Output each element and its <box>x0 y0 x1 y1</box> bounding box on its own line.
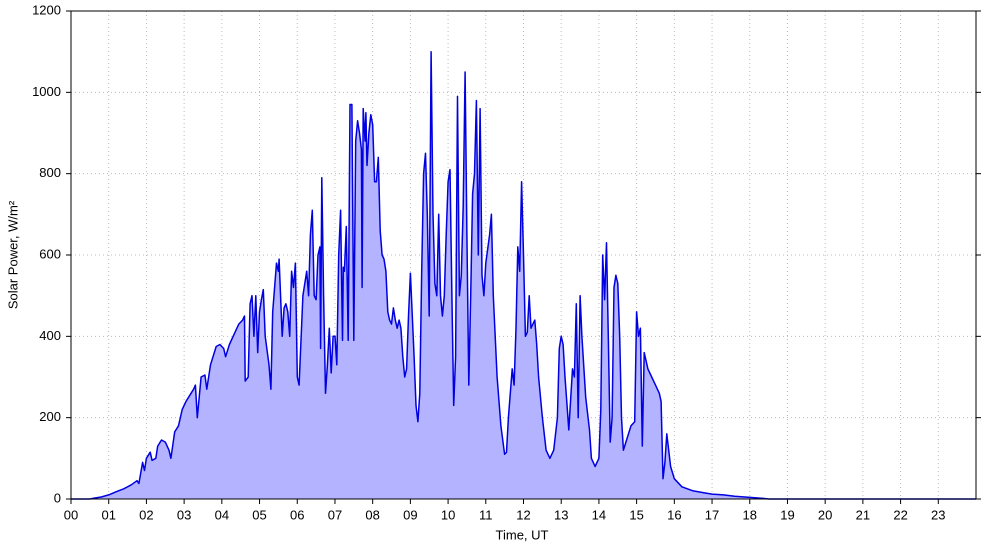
x-tick-label: 05 <box>252 507 266 522</box>
x-tick-label: 00 <box>64 507 78 522</box>
x-tick-label: 10 <box>441 507 455 522</box>
x-tick-label: 13 <box>554 507 568 522</box>
x-axis-label: Time, UT <box>496 527 549 542</box>
y-tick-label: 800 <box>39 165 61 180</box>
y-tick-label: 600 <box>39 246 61 261</box>
x-tick-label: 01 <box>101 507 115 522</box>
x-tick-label: 07 <box>328 507 342 522</box>
plot-frame <box>70 10 977 500</box>
y-tick-label: 200 <box>39 409 61 424</box>
x-tick-label: 16 <box>667 507 681 522</box>
x-tick-label: 11 <box>479 507 493 522</box>
y-tick-label: 1000 <box>32 84 61 99</box>
x-tick-label: 09 <box>403 507 417 522</box>
y-tick-label: 400 <box>39 328 61 343</box>
x-tick-label: 21 <box>856 507 870 522</box>
y-axis-label: Solar Power, W/m² <box>5 200 20 309</box>
y-tick-label: 1200 <box>32 2 61 17</box>
x-tick-label: 18 <box>743 507 757 522</box>
x-tick-label: 02 <box>139 507 153 522</box>
x-tick-label: 23 <box>931 507 945 522</box>
x-tick-label: 06 <box>290 507 304 522</box>
x-tick-label: 19 <box>780 507 794 522</box>
x-tick-label: 20 <box>818 507 832 522</box>
x-tick-label: 22 <box>893 507 907 522</box>
x-tick-label: 12 <box>516 507 530 522</box>
y-tick-label: 0 <box>54 490 61 505</box>
x-tick-label: 04 <box>215 507 229 522</box>
x-tick-label: 17 <box>705 507 719 522</box>
x-tick-label: 08 <box>365 507 379 522</box>
x-tick-label: 14 <box>592 507 606 522</box>
data-line <box>71 50 976 500</box>
x-tick-label: 15 <box>629 507 643 522</box>
x-tick-label: 03 <box>177 507 191 522</box>
